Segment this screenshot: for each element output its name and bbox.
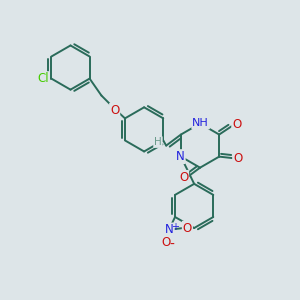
Text: H: H [154, 137, 162, 147]
Text: N: N [165, 223, 174, 236]
Text: +: + [171, 222, 179, 232]
Text: O: O [183, 222, 192, 235]
Text: Cl: Cl [37, 72, 49, 85]
Text: O: O [110, 104, 119, 117]
Text: O: O [233, 152, 242, 165]
Text: NH: NH [192, 118, 209, 128]
Text: O: O [232, 118, 242, 131]
Text: O: O [179, 171, 188, 184]
Text: O: O [162, 236, 171, 249]
Text: -: - [170, 238, 175, 252]
Text: N: N [176, 150, 185, 163]
